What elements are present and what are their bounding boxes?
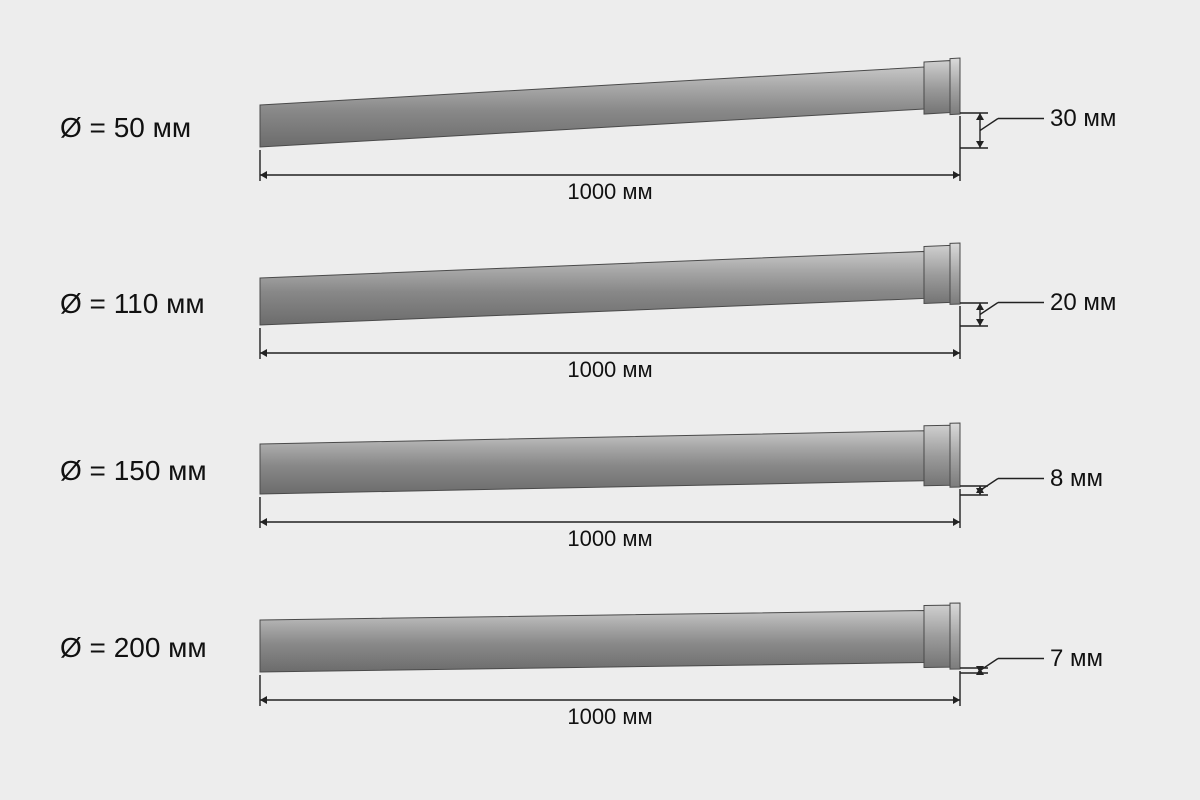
rise-label: 20 мм bbox=[1050, 289, 1116, 317]
pipe-body bbox=[260, 251, 924, 325]
diameter-label: Ø = 110 мм bbox=[60, 288, 205, 320]
pipe-ring bbox=[950, 603, 960, 669]
rise-label: 30 мм bbox=[1050, 105, 1116, 133]
rise-label: 7 мм bbox=[1050, 645, 1103, 673]
pipe-body bbox=[260, 431, 924, 494]
pipe-ring bbox=[950, 58, 960, 115]
length-label: 1000 мм bbox=[260, 179, 960, 205]
pipe-socket bbox=[924, 605, 950, 667]
pipe-body bbox=[260, 611, 924, 672]
pipe-ring bbox=[950, 243, 960, 304]
diameter-label: Ø = 50 мм bbox=[60, 112, 191, 144]
pipe-socket bbox=[924, 61, 950, 114]
diameter-label: Ø = 150 мм bbox=[60, 455, 207, 487]
rise-label: 8 мм bbox=[1050, 465, 1103, 493]
pipe-socket bbox=[924, 425, 950, 486]
pipe-socket bbox=[924, 245, 950, 303]
pipe-body bbox=[260, 67, 924, 147]
diameter-label: Ø = 200 мм bbox=[60, 632, 207, 664]
length-label: 1000 мм bbox=[260, 704, 960, 730]
pipe-ring bbox=[950, 423, 960, 487]
length-label: 1000 мм bbox=[260, 526, 960, 552]
length-label: 1000 мм bbox=[260, 357, 960, 383]
